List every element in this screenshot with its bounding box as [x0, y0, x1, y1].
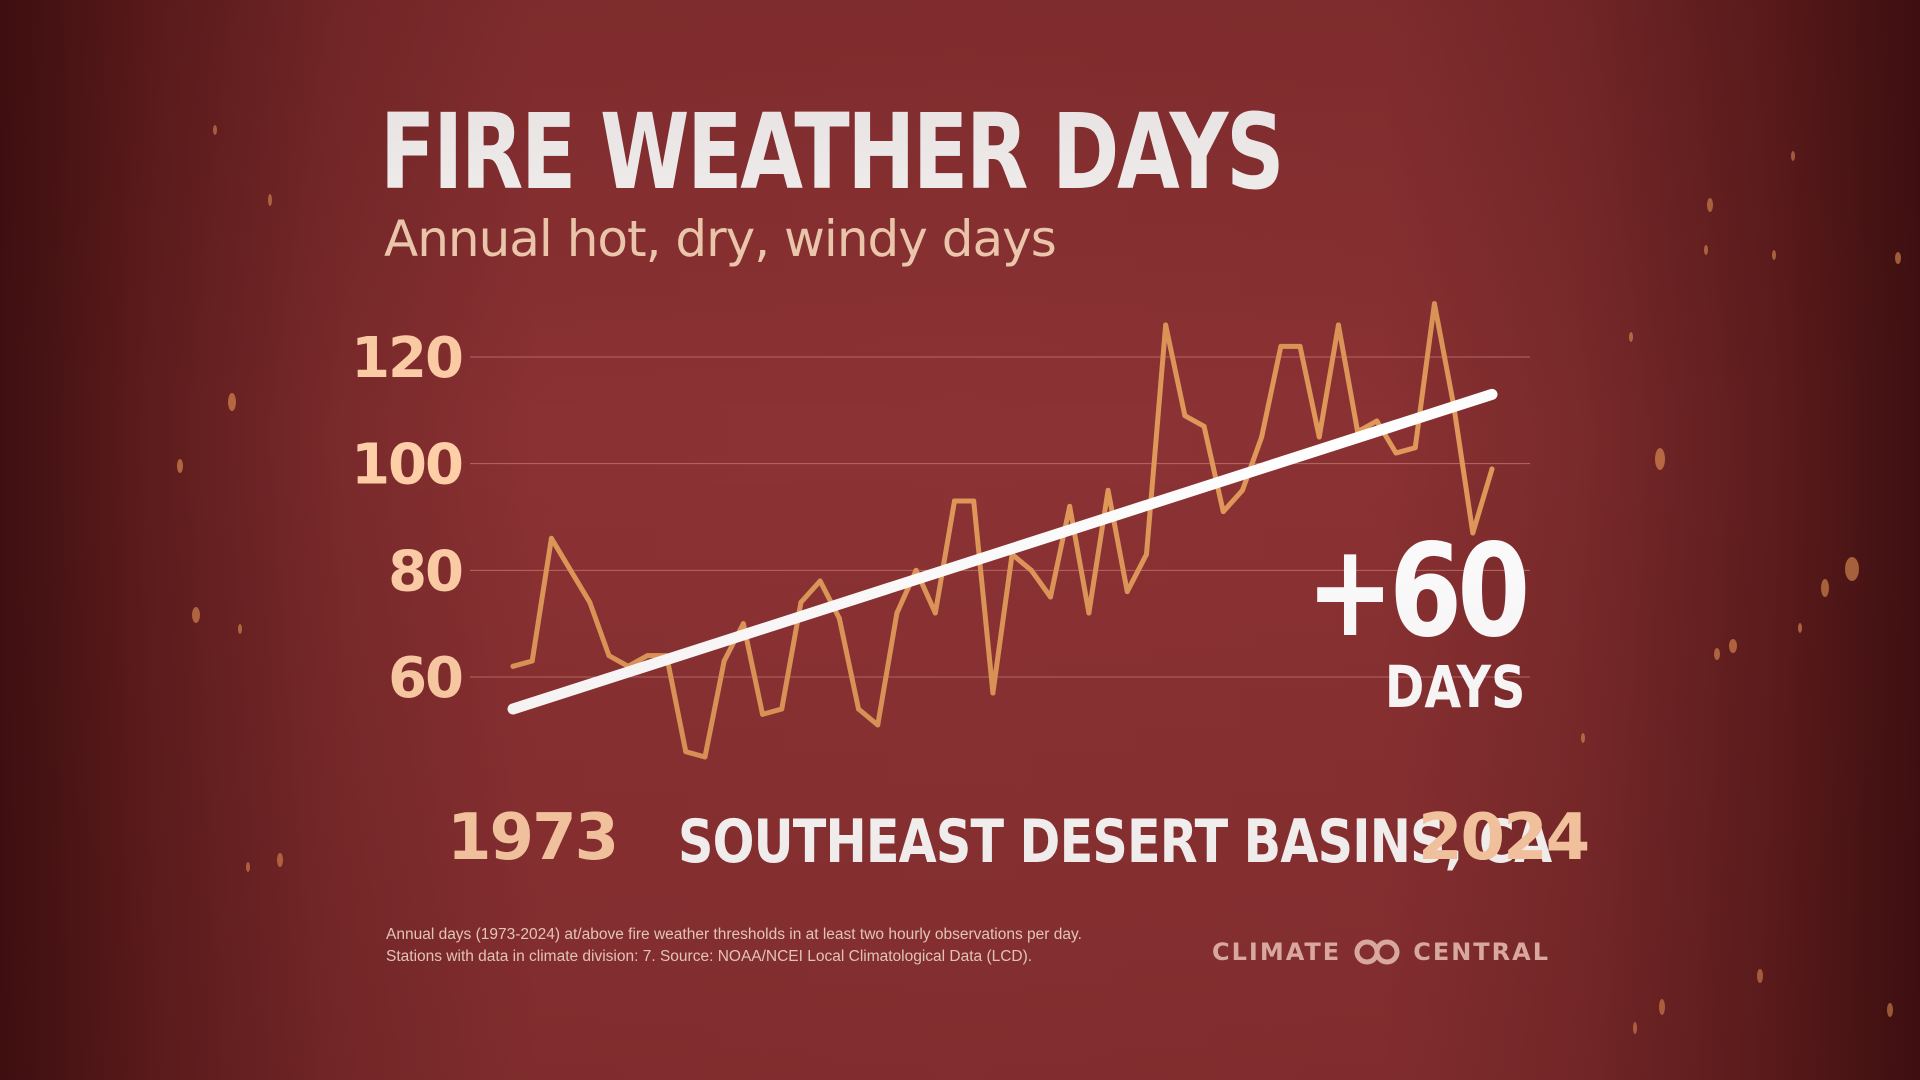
data-point-1974	[529, 658, 535, 664]
data-point-2002	[1067, 503, 1073, 509]
data-point-2023	[1470, 530, 1476, 536]
logo-rings-icon	[1354, 939, 1400, 965]
data-point-2011	[1239, 487, 1245, 493]
data-point-1986	[760, 711, 766, 717]
data-point-2020	[1412, 445, 1418, 451]
y-tick-label-60: 60	[388, 646, 462, 711]
data-point-2013	[1278, 343, 1284, 349]
data-point-1996	[952, 498, 958, 504]
data-point-2001	[1047, 594, 1053, 600]
data-point-2007	[1163, 322, 1169, 328]
data-point-1976	[568, 567, 574, 573]
data-point-1990	[836, 615, 842, 621]
change-unit: DAYS	[1384, 653, 1525, 721]
data-point-2012	[1259, 434, 1265, 440]
data-point-2009	[1201, 423, 1207, 429]
data-point-1984	[721, 658, 727, 664]
change-annotation: +60 DAYS	[1258, 517, 1530, 721]
chart-subtitle: Annual hot, dry, windy days	[384, 210, 1057, 268]
climate-central-logo: CLIMATE CENTRAL	[1212, 938, 1550, 966]
data-point-1991	[856, 706, 862, 712]
data-point-2015	[1316, 434, 1322, 440]
data-point-2003	[1086, 610, 1092, 616]
data-point-1989	[817, 578, 823, 584]
data-point-2019	[1393, 450, 1399, 456]
data-point-1977	[587, 599, 593, 605]
chart-title: FIRE WEATHER DAYS	[380, 91, 1285, 213]
data-point-1975	[548, 535, 554, 541]
gridlines	[470, 356, 1530, 678]
data-point-2024	[1489, 466, 1495, 472]
data-point-1988	[798, 599, 804, 605]
data-point-2016	[1335, 322, 1341, 328]
data-point-2021	[1431, 301, 1437, 307]
data-point-2000	[1028, 567, 1034, 573]
data-point-1982	[683, 749, 689, 755]
data-point-2018	[1374, 418, 1380, 424]
trend-line	[507, 388, 1498, 715]
data-point-1985	[740, 621, 746, 627]
end-year-label: 2024	[1418, 801, 1590, 875]
y-tick-label-100: 100	[351, 433, 462, 498]
y-axis-ticks: 60 80 100 120	[351, 326, 464, 711]
data-point-1992	[875, 722, 881, 728]
data-point-1993	[894, 610, 900, 616]
footnote-line-2: Stations with data in climate division: …	[386, 948, 1033, 965]
data-point-1973	[510, 663, 516, 669]
data-point-2010	[1220, 509, 1226, 515]
footnote-line-1: Annual days (1973-2024) at/above fire we…	[386, 926, 1082, 943]
y-tick-label-120: 120	[351, 326, 462, 391]
y-tick-label-80: 80	[388, 539, 462, 604]
data-point-1987	[779, 706, 785, 712]
data-point-2005	[1124, 589, 1130, 595]
data-point-1994	[913, 567, 919, 573]
data-point-1983	[702, 754, 708, 760]
series-points	[510, 301, 1495, 760]
region-label: SOUTHEAST DESERT BASINS, CA	[678, 807, 1552, 877]
data-point-1997	[971, 498, 977, 504]
data-point-2014	[1297, 343, 1303, 349]
data-point-2006	[1143, 551, 1149, 557]
data-point-1980	[644, 653, 650, 659]
logo-text-right: CENTRAL	[1413, 938, 1551, 966]
data-point-1995	[932, 610, 938, 616]
change-value: +60	[1305, 517, 1530, 666]
start-year-label: 1973	[447, 801, 619, 875]
logo-text-left: CLIMATE	[1212, 938, 1342, 966]
data-point-2008	[1182, 413, 1188, 419]
data-point-1978	[606, 653, 612, 659]
data-point-2004	[1105, 487, 1111, 493]
footnote: Annual days (1973-2024) at/above fire we…	[386, 924, 1082, 968]
data-point-1998	[990, 690, 996, 696]
series-line-fire-weather-days	[510, 301, 1495, 760]
